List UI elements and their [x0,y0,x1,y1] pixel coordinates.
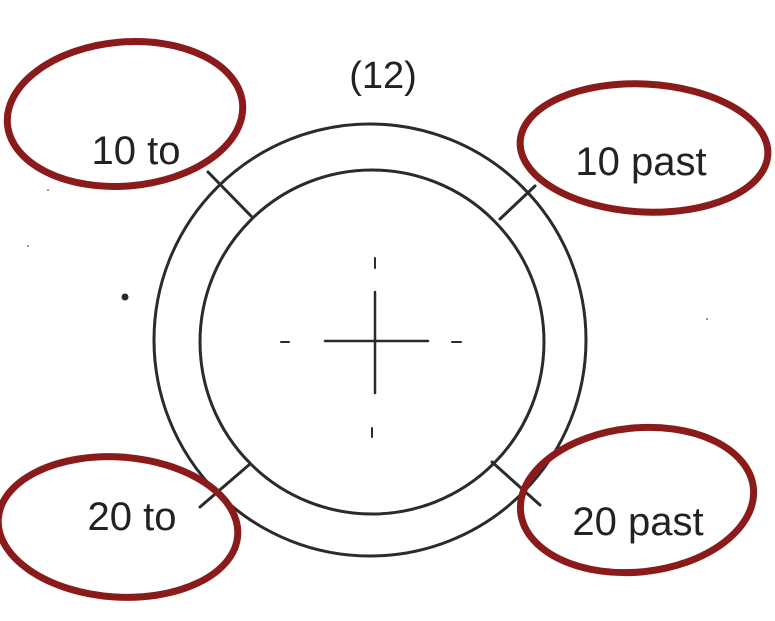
label-ten-past: 10 past [575,140,706,184]
twelve-label: (12) [349,55,417,97]
highlight-oval-ten-to [3,38,247,190]
speck-dot [121,293,129,301]
tick-ten-past [498,184,537,221]
highlight-oval-ten-past [516,80,772,216]
tick-twenty-to [198,462,252,509]
inner-ring [198,168,546,516]
speck-dot [27,245,29,247]
ring-ticks [198,170,542,509]
outer-ring [152,122,588,558]
speck-dot [706,318,708,320]
center-crosshair [280,257,462,438]
speck-dot [47,189,49,191]
tick-twenty-past [490,460,542,507]
label-twenty-past: 20 past [572,500,703,544]
label-twenty-to: 20 to [88,495,177,539]
clock-dial [152,122,588,558]
highlight-oval-twenty-to [0,453,242,601]
highlight-ovals [0,38,772,601]
tick-ten-to [206,170,253,218]
highlight-oval-twenty-past [516,423,758,577]
label-ten-to: 10 to [92,129,181,173]
